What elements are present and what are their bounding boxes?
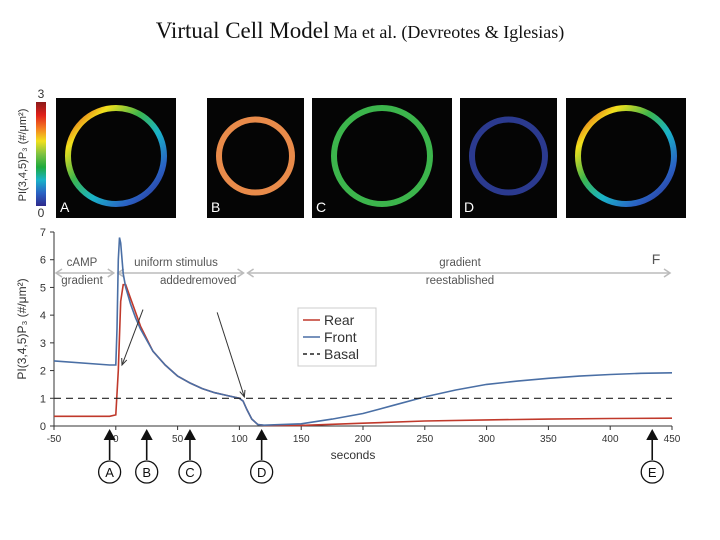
- marker-label: E: [648, 465, 657, 480]
- cell-panel-a: A: [56, 98, 176, 218]
- legend-label: Rear: [324, 312, 355, 328]
- x-tick-label: 100: [231, 434, 248, 445]
- x-tick-label: 0: [113, 434, 119, 445]
- marker-label: C: [185, 465, 194, 480]
- y-tick-label: 5: [40, 282, 46, 294]
- slide-title-main: Virtual Cell Model: [155, 18, 330, 43]
- phase-arrowhead: [237, 268, 245, 278]
- y-axis-label: PI(3,4,5)P₃ (#/μm²): [15, 278, 29, 379]
- phase-label: uniform stimulus: [134, 257, 218, 269]
- marker-label: A: [105, 465, 114, 480]
- callout-arrowhead: [239, 389, 246, 399]
- colorbar-bar: [36, 102, 46, 206]
- phase-arrowhead: [107, 268, 116, 278]
- cell-panel-f: [566, 98, 686, 218]
- x-tick-label: 400: [602, 434, 619, 445]
- legend-label: Basal: [324, 346, 359, 362]
- panel-letter: D: [464, 199, 474, 215]
- phase-label: added: [160, 275, 192, 287]
- y-tick-label: 3: [40, 338, 46, 350]
- marker-arrowhead: [255, 429, 268, 440]
- marker-label: D: [257, 465, 266, 480]
- cell-panel-b: B: [207, 98, 304, 218]
- phase-arrowhead: [54, 268, 63, 278]
- colorbar: PI(3,4,5)P₃ (#/μm²) 3 0: [17, 87, 46, 220]
- y-tick-label: 7: [40, 227, 46, 239]
- legend-label: Front: [324, 329, 357, 345]
- colorbar-max: 3: [38, 87, 45, 101]
- panel-letter: B: [211, 199, 220, 215]
- x-tick-label: 150: [293, 434, 310, 445]
- marker-e: E: [640, 429, 664, 484]
- marker-b: B: [135, 429, 159, 484]
- panel-background: [56, 98, 176, 218]
- cell-membrane-ring: [65, 105, 167, 207]
- x-tick-label: -50: [47, 434, 62, 445]
- phase-arrowhead: [663, 268, 672, 278]
- marker-arrowhead: [140, 429, 153, 440]
- cell-panel-d: D: [460, 98, 557, 218]
- callout-arrowhead: [121, 358, 128, 367]
- colorbar-label: PI(3,4,5)P₃ (#/μm²): [17, 109, 29, 202]
- marker-circle: [97, 460, 122, 484]
- phase-label: reestablished: [426, 275, 494, 287]
- y-tick-label: 0: [40, 421, 46, 433]
- marker-arrowhead: [646, 429, 659, 440]
- panel-letter: C: [316, 199, 326, 215]
- cell-membrane-ring: [575, 105, 677, 207]
- y-tick-label: 2: [40, 366, 46, 378]
- slide-title-sub: Ma et al. (Devreotes & Iglesias): [333, 22, 565, 42]
- panel-letter: A: [60, 199, 70, 215]
- y-tick-label: 4: [40, 310, 46, 322]
- marker-c: C: [178, 429, 202, 484]
- cell-membrane-ring: [216, 116, 295, 196]
- marker-circle: [178, 460, 202, 484]
- x-tick-label: 450: [664, 434, 681, 445]
- marker-label: B: [142, 465, 151, 480]
- series-front: [53, 237, 673, 427]
- callout-arrow: [216, 312, 245, 398]
- cell-membrane-ring: [469, 116, 548, 196]
- panel-background: [566, 98, 686, 218]
- phase-label: gradient: [61, 275, 103, 287]
- marker-circle: [249, 460, 274, 484]
- slide-title: Virtual Cell Model Ma et al. (Devreotes …: [0, 18, 720, 44]
- x-tick-label: 200: [355, 434, 372, 445]
- x-tick-label: 350: [540, 434, 557, 445]
- marker-circle: [135, 460, 159, 484]
- marker-arrowhead: [183, 429, 196, 440]
- y-tick-label: 6: [40, 255, 46, 267]
- colorbar-min: 0: [38, 206, 45, 220]
- x-axis-label: seconds: [331, 448, 376, 462]
- marker-arrowhead: [103, 429, 116, 440]
- callout-arrow: [121, 309, 144, 366]
- panel-f-label: F: [652, 251, 661, 267]
- phase-label: cAMP: [67, 257, 98, 269]
- cell-panels: A B C D: [56, 98, 686, 218]
- phase-label: removed: [192, 275, 237, 287]
- line-chart: -50 0 50 100 150 200 250 300 350 400 45001234567se…: [15, 227, 681, 484]
- marker-d: D: [249, 429, 274, 484]
- marker-circle: [640, 460, 664, 484]
- x-tick-label: 300: [478, 434, 495, 445]
- y-tick-label: 1: [40, 393, 46, 405]
- cell-membrane-ring: [331, 105, 433, 207]
- x-tick-label: 50: [172, 434, 184, 445]
- marker-a: A: [97, 429, 122, 484]
- x-tick-label: 250: [416, 434, 433, 445]
- phase-arrowhead: [246, 268, 254, 278]
- cell-panel-c: C: [312, 98, 452, 218]
- phase-label: gradient: [439, 257, 481, 269]
